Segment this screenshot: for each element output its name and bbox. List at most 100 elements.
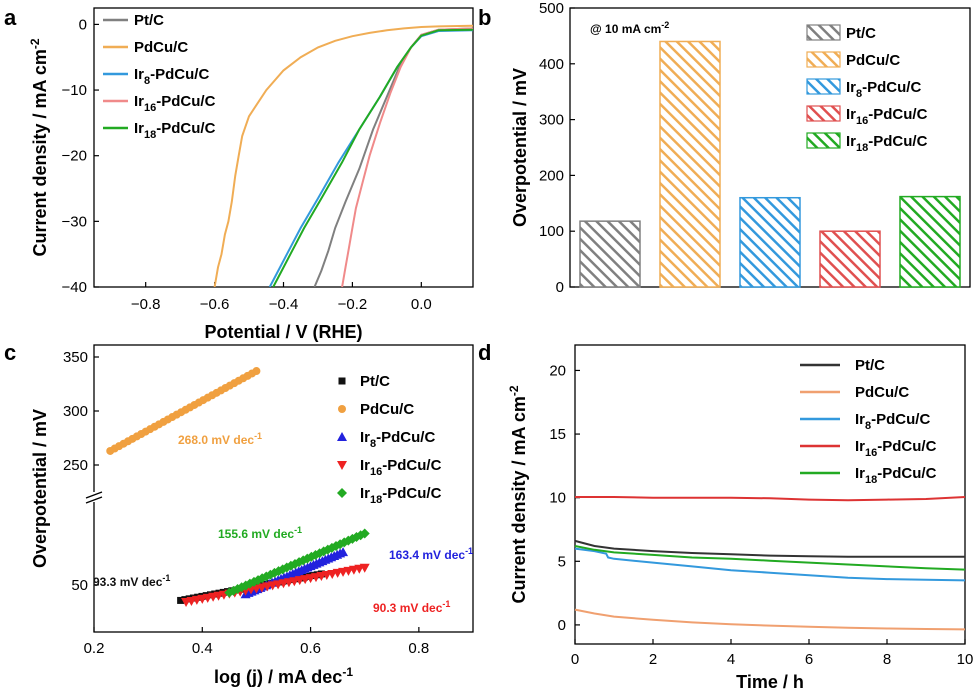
panel-c-ylabel: Overpotential / mV: [30, 409, 50, 568]
panel-c-legend-pt-c-main: Pt/C: [360, 373, 390, 390]
panel-c-legend-ir8-pdcu-c-sub: 8: [370, 438, 376, 450]
panel-c-point-ir8-pdcu-c: [338, 547, 349, 557]
panel-c-slope-label-pdcu-c: 268.0 mV dec-1: [178, 431, 262, 447]
panel-b-legend-pdcu-c-main: PdCu/C: [846, 52, 900, 69]
panel-a-ytick-label: 0: [79, 16, 87, 33]
panel-b-legend-ir18-pdcu-c-main: Ir: [846, 133, 856, 150]
panel-b-legend-ir16-pdcu-c: Ir16-PdCu/C: [846, 106, 928, 127]
panel-c-xtick-label: 0.8: [408, 640, 429, 657]
panel-a-legend-ir18-pdcu-c-tail: -PdCu/C: [156, 120, 215, 137]
panel-c-slope-label-text: 90.3 mV dec: [373, 601, 443, 615]
panel-c-legend-pdcu-c: PdCu/C: [360, 401, 414, 418]
panel-d-frame: [574, 344, 966, 645]
panel-c-slope-label-text: 268.0 mV dec: [178, 433, 254, 447]
panel-b-legend-ir8-pdcu-c-sub: 8: [856, 88, 862, 100]
panel-c-legend-marker-pt-c: [338, 377, 346, 385]
panel-b-annotation-sup: -2: [661, 20, 669, 30]
panel-c-slope-label-sup: -1: [442, 599, 450, 609]
panel-d-legend-ir18-pdcu-c-main: Ir: [855, 465, 865, 482]
panel-a-legend-ir18-pdcu-c-main: Ir: [134, 120, 144, 137]
panel-d-ylabel-text: Current density / mA cm: [509, 396, 529, 603]
panel-d-series-ir16-pdcu-c: [575, 496, 966, 502]
panel-c-legend-marker-ir18-pdcu-c: [337, 488, 347, 498]
panel-d-ylabel: Current density / mA cm-2: [507, 385, 529, 603]
panel-b-legend-pdcu-c: PdCu/C: [846, 52, 900, 69]
panel-d-legend-ir8-pdcu-c-tail: -PdCu/C: [871, 411, 930, 428]
panel-a-xtick-label: −0.6: [200, 296, 230, 313]
panel-c-slope-label-sup: -1: [254, 431, 262, 441]
panel-b-legend-swatch-ir8-pdcu-c: [806, 78, 841, 95]
panel-d-xtick-label: 4: [727, 651, 735, 668]
panel-b-bar-pt-c: [579, 220, 641, 288]
panel-d-xtick-label: 2: [649, 651, 657, 668]
panel-c-legend-ir18-pdcu-c-tail: -PdCu/C: [382, 485, 441, 502]
panel-c-legend-ir8-pdcu-c-tail: -PdCu/C: [376, 429, 435, 446]
panel-a-xtick-label: 0.0: [411, 296, 432, 313]
panel-a-xtick-label: −0.8: [131, 296, 161, 313]
panel-b-annotation-text: @ 10 mA cm: [590, 22, 661, 36]
panel-a-letter: a: [4, 5, 17, 30]
panel-c-legend-ir8-pdcu-c: Ir8-PdCu/C: [360, 429, 435, 450]
panel-c-legend-ir16-pdcu-c-tail: -PdCu/C: [382, 457, 441, 474]
panel-a-series-pt-c: [313, 27, 473, 287]
panel-b-ytick-label: 300: [539, 112, 564, 129]
panel-b-annotation: @ 10 mA cm-2: [590, 20, 669, 36]
panel-b-bar-ir18-pdcu-c: [899, 195, 961, 288]
panel-a-legend-ir16-pdcu-c-tail: -PdCu/C: [156, 93, 215, 110]
panel-b-legend-ir8-pdcu-c-tail: -PdCu/C: [862, 79, 921, 96]
panel-d-legend-ir18-pdcu-c-sub: 18: [865, 474, 877, 486]
panel-b-ytick-label: 400: [539, 56, 564, 73]
panel-c-legend-ir8-pdcu-c-main: Ir: [360, 429, 370, 446]
panel-c-point-ir16-pdcu-c: [359, 563, 370, 573]
panel-c-slope-label-text: 155.6 mV dec: [218, 527, 294, 541]
panel-a-series-ir18-pdcu-c: [272, 28, 473, 287]
panel-c-legend-marker-pdcu-c: [338, 405, 346, 413]
panel-a-series-ir8-pdcu-c: [268, 29, 473, 287]
panel-a-legend-ir16-pdcu-c: Ir16-PdCu/C: [134, 93, 216, 114]
panel-c-xtick-label: 0.6: [300, 640, 321, 657]
panel-a-legend-ir8-pdcu-c-sub: 8: [144, 75, 150, 87]
panel-d-letter: d: [478, 340, 491, 365]
panel-a-legend-pdcu-c-main: PdCu/C: [134, 39, 188, 56]
panel-a-legend-ir8-pdcu-c-tail: -PdCu/C: [150, 66, 209, 83]
panel-b-legend-swatch-ir16-pdcu-c: [806, 105, 841, 122]
panel-c-point-pdcu-c: [252, 367, 261, 376]
panel-d-ytick-label: 10: [549, 490, 566, 507]
panel-b-legend-ir8-pdcu-c: Ir8-PdCu/C: [846, 79, 921, 100]
panel-a-ylabel-text: Current density / mA cm: [30, 49, 50, 256]
panel-b-legend-pt-c: Pt/C: [846, 25, 876, 42]
panel-b-ytick-label: 100: [539, 223, 564, 240]
panel-a-legend-ir16-pdcu-c-main: Ir: [134, 93, 144, 110]
panel-b-bar-ir16-pdcu-c: [819, 230, 881, 288]
panel-c-ytick-label: 300: [63, 403, 88, 420]
panel-c-slope-label-sup: -1: [465, 546, 473, 556]
panel-d-legend-ir18-pdcu-c-tail: -PdCu/C: [877, 465, 936, 482]
panel-d-legend-ir16-pdcu-c-main: Ir: [855, 438, 865, 455]
panel-a-legend-ir18-pdcu-c-sub: 18: [144, 129, 156, 141]
panel-b-legend-ir8-pdcu-c-main: Ir: [846, 79, 856, 96]
panel-b-legend-ir18-pdcu-c-sub: 18: [856, 142, 868, 154]
panel-c-slope-label-ir18-pdcu-c: 155.6 mV dec-1: [218, 525, 302, 541]
panel-b-legend-swatch-pt-c: [806, 24, 841, 41]
panel-d-series-pdcu-c: [574, 608, 966, 631]
panel-d-legend-ir8-pdcu-c: Ir8-PdCu/C: [855, 411, 930, 432]
panel-a-xtick-label: −0.2: [338, 296, 368, 313]
panel-c-slope-label-ir8-pdcu-c: 163.4 mV dec-1: [389, 546, 473, 562]
panel-c-legend-ir18-pdcu-c-sub: 18: [370, 494, 382, 506]
panel-a-ytick-label: −40: [62, 279, 87, 296]
panel-c-legend-pdcu-c-main: PdCu/C: [360, 401, 414, 418]
panel-d-ytick-label: 0: [558, 617, 566, 634]
panel-c-ytick-label: 350: [63, 349, 88, 366]
panel-a-ytick-label: −30: [62, 213, 87, 230]
panel-a-ytick-label: −10: [62, 82, 87, 99]
panel-a-legend-ir8-pdcu-c: Ir8-PdCu/C: [134, 66, 209, 87]
panel-a-series-pdcu-c: [213, 24, 473, 287]
panel-d-legend-ir16-pdcu-c: Ir16-PdCu/C: [855, 438, 937, 459]
panel-b-ytick-label: 0: [556, 279, 564, 296]
panel-c-ytick-label: 250: [63, 457, 88, 474]
panel-c-legend-pt-c: Pt/C: [360, 373, 390, 390]
panel-c-point-ir18-pdcu-c: [359, 528, 370, 539]
panel-d-legend-ir16-pdcu-c-sub: 16: [865, 447, 877, 459]
panel-d-series-ir8-pdcu-c: [574, 547, 966, 582]
